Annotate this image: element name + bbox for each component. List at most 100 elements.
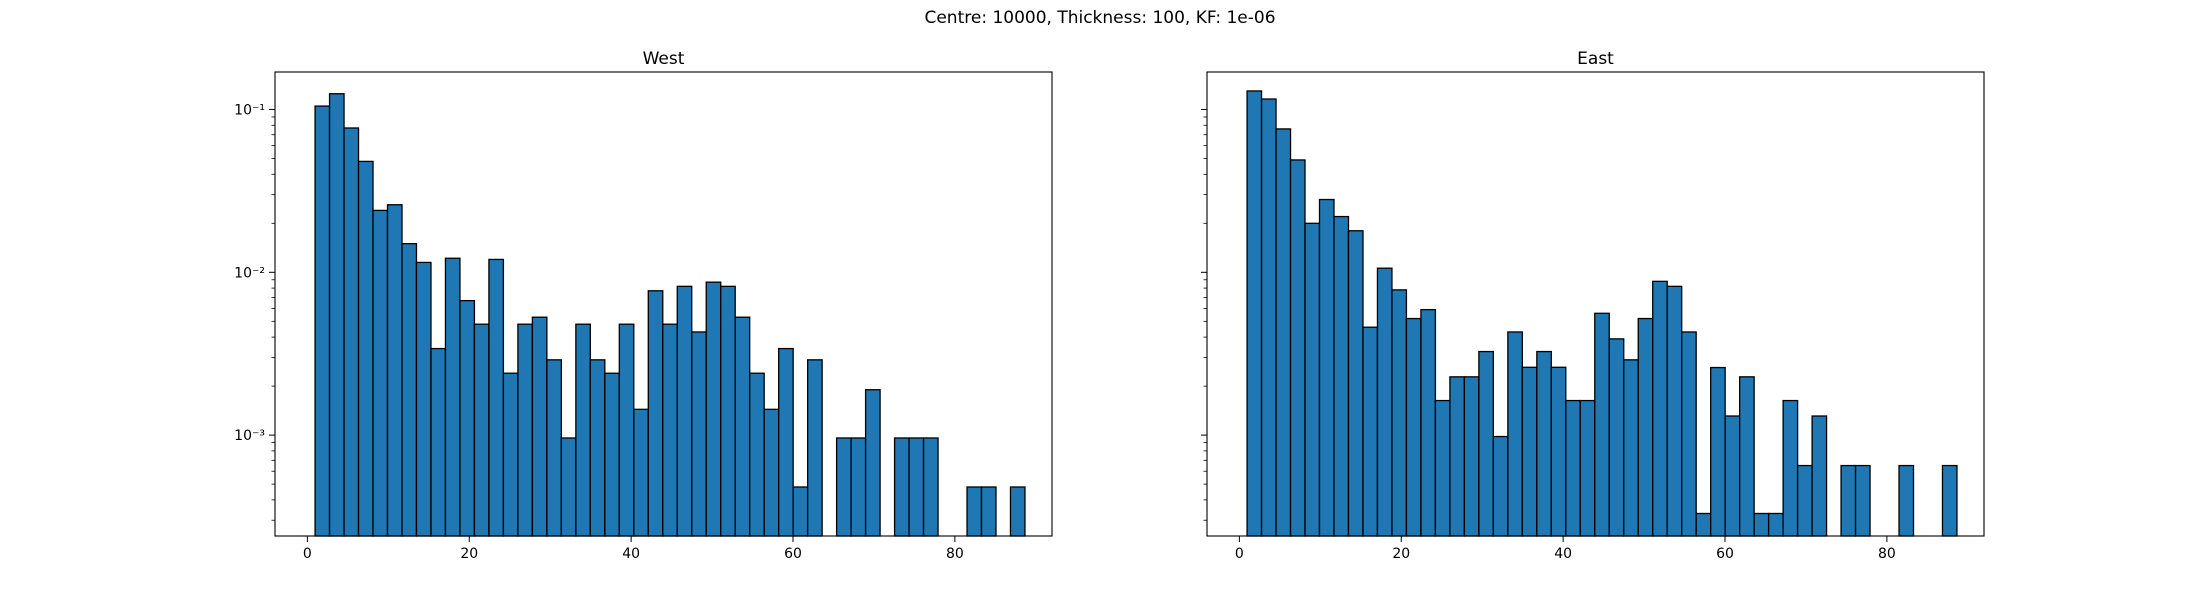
west-histogram-bar [473,323,490,537]
east-histogram-bar [1796,464,1813,537]
west-histogram-bar [691,331,707,537]
west-histogram-bar [647,290,664,537]
west-histogram-bar [372,209,389,537]
east-histogram-bar [1767,512,1784,537]
east-x-tick-label: 0 [1235,546,1244,562]
east-panel-title: East [1577,49,1614,69]
west-histogram-bar [618,323,635,537]
east-histogram-bar [1362,326,1379,537]
east-axes-frame [1206,71,1985,537]
west-x-tick-label: 0 [303,546,312,562]
east-histogram-bar [1376,267,1393,537]
west-histogram-bar [633,408,649,537]
east-histogram-bar [1289,159,1306,537]
west-histogram-bar [662,323,678,537]
west-histogram-bar [560,437,577,537]
west-histogram-bar [531,316,548,537]
east-histogram-bar [1652,280,1668,537]
west-x-tick-label: 60 [784,546,802,562]
west-histogram-bar [357,160,374,537]
east-histogram-bar [1333,215,1350,537]
west-histogram-bar [575,323,591,537]
west-histogram-bar [343,127,360,537]
west-histogram-bar [546,359,563,537]
east-x-tick-label: 20 [1392,546,1410,562]
west-histogram-bar [749,372,765,537]
east-histogram-bar [1753,512,1770,537]
west-x-tick-label: 20 [460,546,478,562]
west-histogram-bar [328,93,345,537]
east-histogram-bar [1420,308,1437,537]
east-histogram-bar [1492,435,1509,537]
west-x-tick-label: 40 [622,546,640,562]
east-histogram-bar [1391,289,1408,537]
west-histogram-bar [835,437,852,537]
west-panel-title: West [643,49,685,69]
west-histogram-bar [415,261,432,537]
west-histogram-bar [444,257,461,537]
west-histogram-bar [893,437,910,537]
west-histogram-bar [705,281,722,537]
west-histogram-bar [488,258,505,537]
east-histogram-bar [1246,90,1263,537]
west-histogram-bar [792,486,809,537]
west-histogram-bar [763,408,780,537]
east-histogram-bar [1898,464,1915,537]
west-axes-frame [274,71,1053,537]
figure-suptitle: Centre: 10000, Thickness: 100, KF: 1e-06 [924,8,1276,28]
west-histogram-bar [1009,486,1026,537]
west-histogram-bar [806,359,823,537]
west-histogram-bar [908,437,925,537]
west-histogram-bar [864,389,881,537]
west-histogram-bar [459,299,476,537]
east-histogram-bar [1623,359,1639,537]
east-histogram-bar [1710,366,1726,537]
west-histogram-bar [720,285,736,537]
east-histogram-bar [1405,317,1422,537]
east-histogram-bar [1260,98,1277,537]
east-histogram-bar [1594,312,1610,537]
east-histogram-bar [1854,464,1871,537]
west-histogram-bar [386,204,403,537]
east-histogram-bar [1666,285,1683,537]
west-histogram-bar [430,347,447,537]
west-histogram-bar [966,486,983,537]
west-y-tick-label: 10⁻¹ [234,103,265,119]
east-histogram-bar [1463,376,1480,537]
east-histogram-bar [1782,399,1799,537]
west-histogram-bar [604,372,620,537]
east-histogram-bar [1478,350,1495,537]
west-histogram-bar [502,372,519,537]
east-histogram-bar [1565,399,1581,537]
west-histogram-bar [517,323,534,537]
east-histogram-bar [1550,366,1567,537]
east-x-tick-label: 80 [1878,546,1896,562]
east-histogram-bar [1318,198,1335,537]
west-x-tick-label: 80 [946,546,964,562]
east-histogram-bar [1608,338,1625,537]
west-y-tick-label: 10⁻³ [234,428,265,444]
east-histogram-bar [1579,399,1596,537]
east-histogram-bar [1347,230,1364,537]
east-histogram-bar [1304,222,1321,537]
east-histogram-bar [1637,317,1654,537]
west-histogram-bar [589,359,606,537]
west-histogram-bar [314,105,331,537]
east-x-tick-label: 40 [1554,546,1572,562]
west-histogram-bar [734,316,751,537]
east-histogram-bar [1695,512,1712,537]
west-histogram-bar [850,437,867,537]
west-histogram-bar [922,437,939,537]
east-histogram-bar [1840,464,1857,537]
east-histogram-bar [1811,415,1828,537]
east-histogram-bar [1681,331,1697,537]
east-histogram-bar [1724,415,1741,537]
west-histogram-bar [676,285,693,537]
east-histogram-bar [1275,128,1292,537]
east-histogram-bar [1449,376,1466,537]
west-histogram-bar [980,486,997,537]
east-histogram-bar [1536,350,1552,537]
west-histogram-bar [401,242,418,537]
west-y-tick-label: 10⁻² [234,265,265,281]
